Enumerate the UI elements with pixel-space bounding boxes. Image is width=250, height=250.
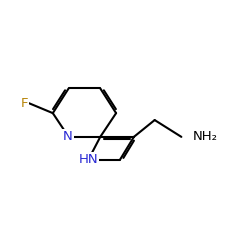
Text: N: N (63, 130, 72, 143)
Text: NH₂: NH₂ (193, 130, 218, 143)
Text: HN: HN (78, 153, 98, 166)
Text: F: F (20, 97, 28, 110)
